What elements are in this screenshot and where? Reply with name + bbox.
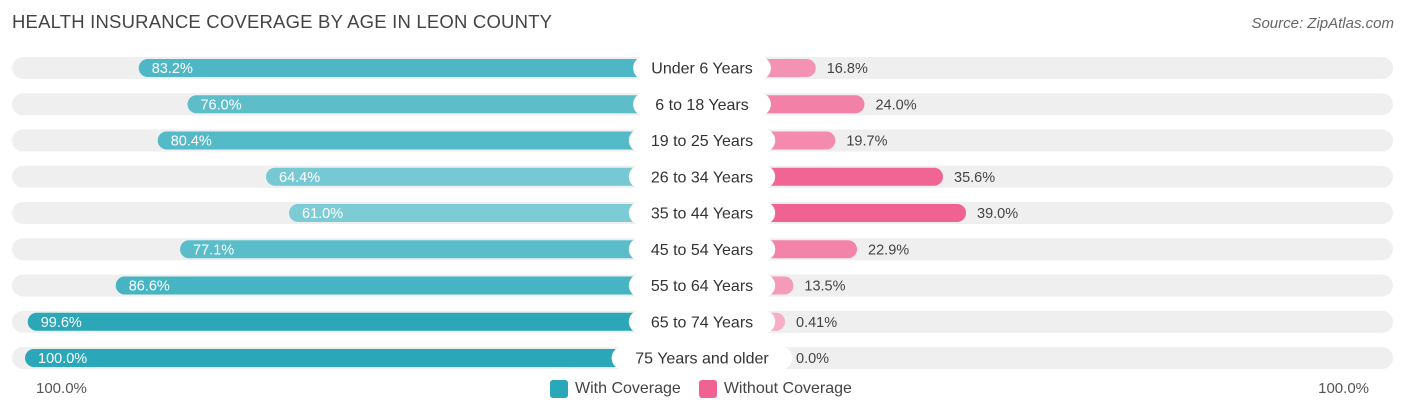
value-label-without-coverage: 13.5%: [804, 279, 845, 295]
category-label: Under 6 Years: [651, 61, 752, 78]
bar-with-coverage: [138, 59, 703, 77]
legend-swatch-without-coverage: [698, 380, 717, 398]
bar-with-coverage: [266, 167, 702, 186]
category-pill: [633, 56, 771, 80]
bar-with-coverage: [187, 95, 703, 114]
legend-item-with-coverage: With Coverage: [550, 380, 681, 398]
value-label-without-coverage: 22.9%: [868, 242, 909, 258]
value-label-without-coverage: 19.7%: [846, 134, 887, 150]
category-pill: [628, 237, 776, 261]
legend-swatch-with-coverage: [550, 380, 568, 398]
category-label: 19 to 25 Years: [651, 133, 753, 150]
value-label-with-coverage: 83.2%: [152, 61, 193, 77]
value-label-without-coverage: 16.8%: [827, 61, 868, 77]
value-label-with-coverage: 80.4%: [171, 134, 212, 150]
bar-with-coverage: [289, 204, 702, 222]
bar-with-coverage: [180, 240, 702, 259]
bar-with-coverage: [157, 131, 702, 150]
category-label: 45 to 54 Years: [651, 242, 753, 259]
value-label-with-coverage: 77.1%: [193, 242, 234, 258]
category-label: 6 to 18 Years: [655, 97, 748, 114]
category-label: 55 to 64 Years: [651, 278, 753, 295]
value-label-without-coverage: 24.0%: [875, 97, 916, 113]
legend-label-with-coverage: With Coverage: [575, 380, 681, 397]
category-pill: [628, 165, 776, 189]
category-pill: [628, 274, 776, 297]
category-pill: [628, 201, 776, 225]
chart-title: HEALTH INSURANCE COVERAGE BY AGE IN LEON…: [12, 11, 553, 32]
category-label: 75 Years and older: [635, 351, 769, 368]
category-pill: [633, 92, 771, 116]
value-label-with-coverage: 76.0%: [200, 97, 241, 113]
value-label-with-coverage: 100.0%: [38, 351, 87, 367]
legend: With Coverage Without Coverage: [550, 380, 870, 398]
legend-label-without-coverage: Without Coverage: [723, 380, 852, 397]
value-label-without-coverage: 39.0%: [977, 206, 1018, 222]
value-label-without-coverage: 0.0%: [796, 351, 829, 367]
axis-label-right: 100.0%: [1318, 380, 1369, 397]
category-label: 26 to 34 Years: [651, 169, 753, 186]
bar-with-coverage: [115, 276, 702, 295]
bar-with-coverage: [25, 349, 702, 367]
category-label: 35 to 44 Years: [651, 206, 753, 223]
legend-item-without-coverage: Without Coverage: [698, 380, 852, 398]
category-label: 65 to 74 Years: [651, 314, 753, 331]
bar-with-coverage: [27, 312, 702, 331]
value-label-with-coverage: 99.6%: [41, 315, 82, 331]
value-label-with-coverage: 61.0%: [302, 206, 343, 222]
source-label: Source: ZipAtlas.com: [1251, 15, 1394, 32]
category-pill: [611, 346, 793, 370]
value-label-with-coverage: 64.4%: [279, 170, 320, 186]
value-label-with-coverage: 86.6%: [129, 279, 170, 295]
category-pill: [628, 310, 776, 334]
value-label-without-coverage: 0.41%: [796, 315, 837, 331]
value-label-without-coverage: 35.6%: [954, 170, 995, 186]
category-pill: [628, 129, 776, 152]
axis-label-left: 100.0%: [36, 380, 87, 397]
